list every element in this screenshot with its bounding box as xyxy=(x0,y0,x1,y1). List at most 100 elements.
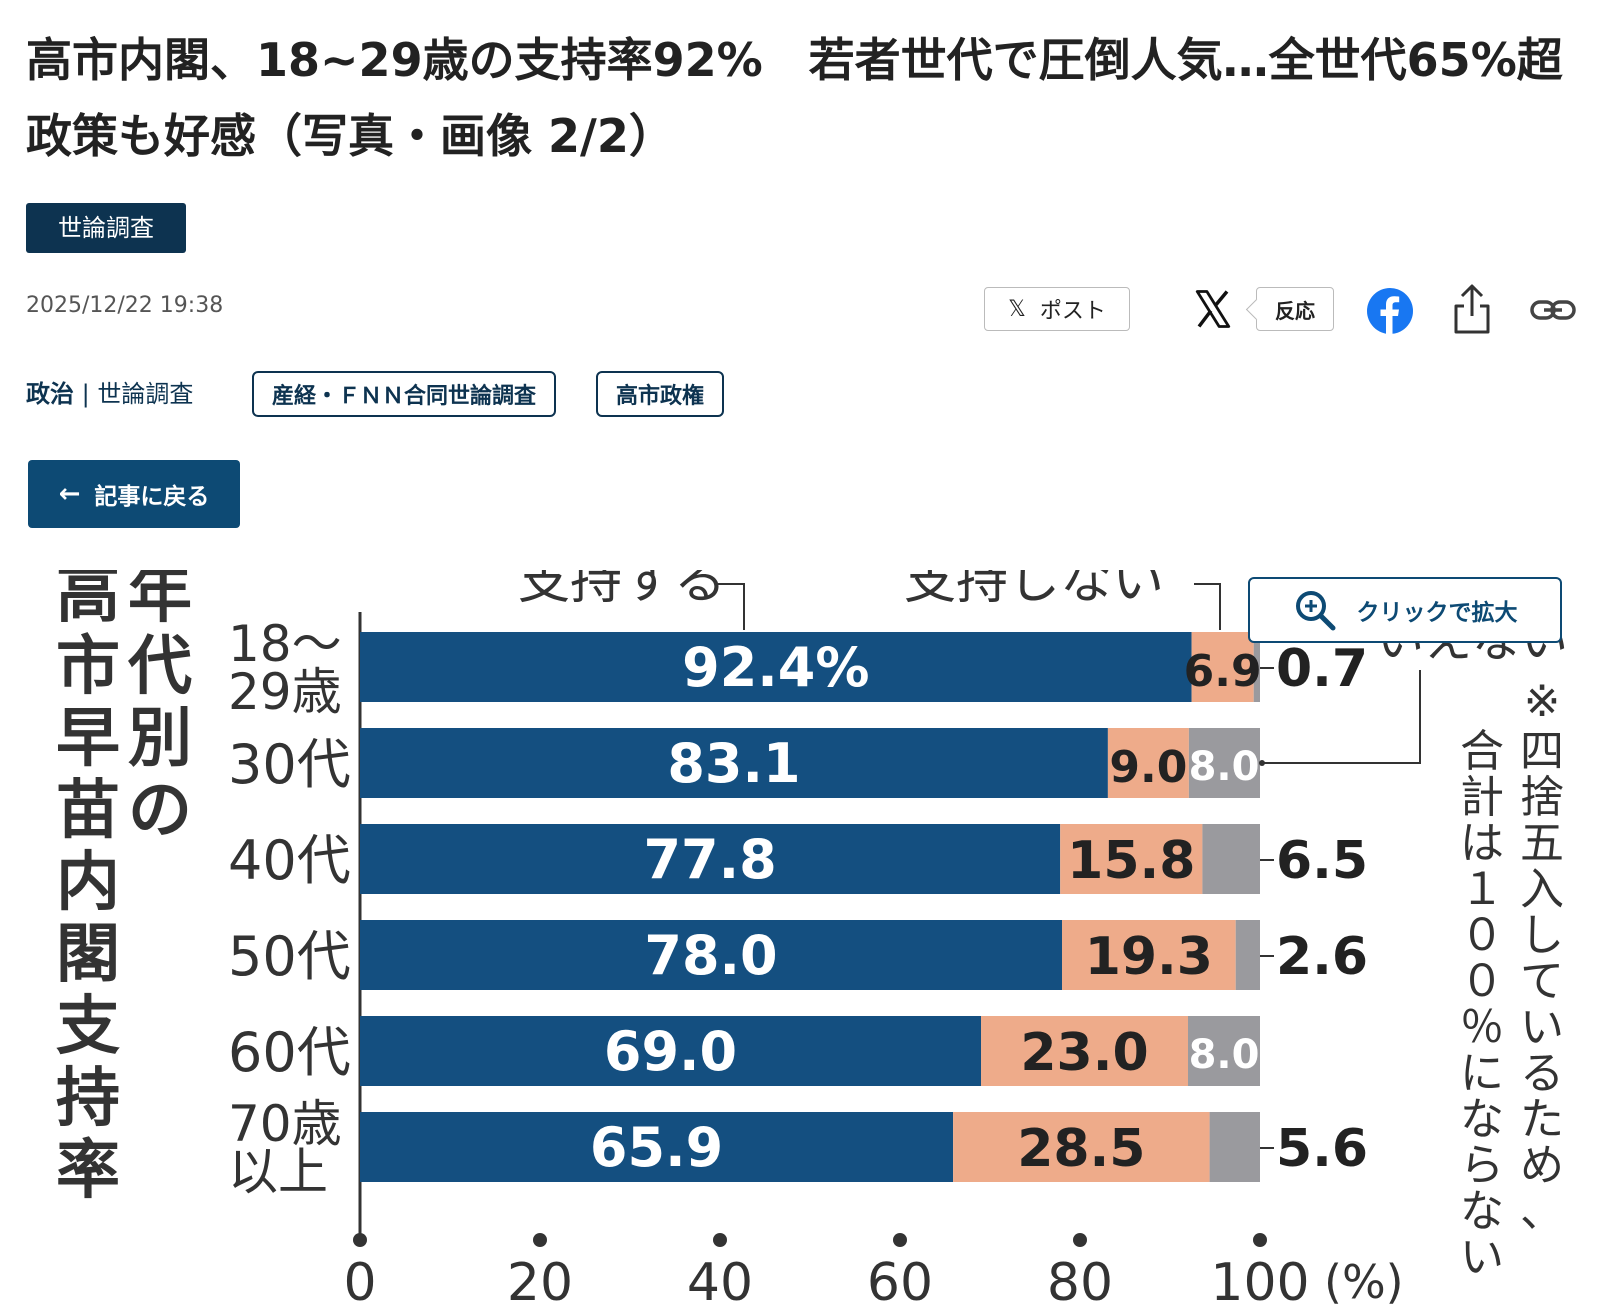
chart-title-char: 早 xyxy=(56,702,120,776)
chart-title-char: 苗 xyxy=(56,774,120,848)
chart-title-char: 市 xyxy=(56,630,120,704)
bar-segment-not-support xyxy=(1107,728,1189,798)
category-label: 60代 xyxy=(228,1021,351,1084)
note-char: は xyxy=(1460,818,1504,869)
category-main-link[interactable]: 政治 xyxy=(26,380,74,408)
value-label-unknown: 2.6 xyxy=(1276,927,1368,987)
value-label-unknown: 8.0 xyxy=(1189,744,1260,790)
publish-date: 2025/12/22 19:38 xyxy=(26,293,224,318)
bar-segment-unknown xyxy=(1188,728,1260,798)
bar-segment-not-support xyxy=(1191,632,1254,702)
note-char: 、 xyxy=(1520,1186,1564,1237)
legend-support: 支持する xyxy=(518,570,726,611)
note-char: な xyxy=(1460,1094,1504,1145)
x-logo-icon[interactable] xyxy=(1192,288,1234,330)
breadcrumb-separator: | xyxy=(81,380,90,408)
x-tick-dot xyxy=(713,1233,727,1247)
value-label-not-support: 6.9 xyxy=(1184,646,1262,697)
note-char: し xyxy=(1520,910,1564,961)
value-label-not-support: 19.3 xyxy=(1085,927,1213,987)
arrow-left-icon: ← xyxy=(58,479,81,509)
legend-leader-unknown xyxy=(1260,670,1421,764)
bar-segment-not-support xyxy=(981,1016,1188,1086)
value-label-support: 92.4% xyxy=(682,636,869,699)
bar-segment-unknown xyxy=(1202,824,1260,894)
share-icon[interactable] xyxy=(1452,282,1492,336)
value-label-unknown: 8.0 xyxy=(1189,1032,1260,1078)
category-label: 以上 xyxy=(228,1143,328,1201)
value-label-unknown: 0.7 xyxy=(1276,639,1368,699)
value-label-support: 65.9 xyxy=(590,1116,723,1179)
category-sub-link[interactable]: 世論調査 xyxy=(97,380,194,408)
facebook-icon[interactable] xyxy=(1366,287,1414,335)
x-tick-label: 0 xyxy=(343,1253,376,1310)
category-badge[interactable]: 世論調査 xyxy=(26,203,186,253)
bar-segment-support xyxy=(360,824,1061,894)
value-label-not-support: 15.8 xyxy=(1067,831,1195,891)
note-char: 合 xyxy=(1460,726,1504,777)
bar-segment-not-support xyxy=(953,1112,1210,1182)
note-char: 入 xyxy=(1520,864,1564,915)
note-char: 四 xyxy=(1520,726,1564,777)
note-char: 五 xyxy=(1520,818,1564,869)
bar-segment-support xyxy=(360,1016,981,1086)
bar-segment-unknown xyxy=(1209,1112,1260,1182)
legend-not-support: 支持しない xyxy=(904,570,1164,611)
note-char: ％ xyxy=(1460,1002,1504,1053)
chart-title-char: 年 xyxy=(128,570,192,632)
note-char: な xyxy=(1460,1186,1504,1237)
x-tick-label: 60 xyxy=(867,1253,933,1310)
value-label-support: 78.0 xyxy=(644,924,777,987)
legend-leader-dot xyxy=(1259,760,1265,766)
tag-fnn-poll[interactable]: 産経・ＦＮＮ合同世論調査 xyxy=(252,371,557,417)
chart-title-char: 閣 xyxy=(56,918,120,992)
link-icon[interactable] xyxy=(1530,294,1576,326)
back-to-article-button[interactable]: ← 記事に戻る xyxy=(28,460,240,528)
chart-title-char: 率 xyxy=(56,1134,120,1208)
category-label: 29歳 xyxy=(228,663,342,721)
x-post-label: ポスト xyxy=(1039,299,1106,324)
x-tick-dot xyxy=(533,1233,547,1247)
x-unit-label: (%) xyxy=(1324,1255,1404,1309)
reaction-button[interactable]: 反応 xyxy=(1256,287,1334,331)
note-char: た xyxy=(1520,1094,1564,1145)
value-label-support: 83.1 xyxy=(667,732,800,795)
zoom-in-icon xyxy=(1295,591,1335,631)
article-title: 高市内閣、18~29歳の支持率92% 若者世代で圧倒人気…全世代65%超 政策も… xyxy=(26,33,1609,163)
note-char: め xyxy=(1520,1140,1564,1191)
category-label: 40代 xyxy=(228,829,351,892)
value-label-support: 69.0 xyxy=(604,1020,737,1083)
chart-title-char: の xyxy=(128,774,192,848)
zoom-label: クリックで拡大 xyxy=(1356,600,1518,626)
note-char: １ xyxy=(1460,864,1504,915)
note-char: い xyxy=(1460,1232,1504,1283)
legend-leader-support xyxy=(718,583,745,630)
chart-title-char: 別 xyxy=(128,702,192,776)
note-char: て xyxy=(1520,956,1564,1007)
category-label: 30代 xyxy=(228,733,351,796)
x-post-button[interactable]: 𝕏 ポスト xyxy=(984,287,1130,331)
value-label-not-support: 28.5 xyxy=(1017,1119,1145,1179)
chart-title-char: 代 xyxy=(127,630,192,704)
reaction-label: 反応 xyxy=(1275,298,1315,323)
value-label-not-support: 9.0 xyxy=(1109,742,1187,793)
chart-title-char: 支 xyxy=(56,990,120,1064)
x-tick-dot xyxy=(1253,1233,1267,1247)
note-char: ０ xyxy=(1460,910,1504,961)
note-char: ０ xyxy=(1460,956,1504,1007)
note-char: い xyxy=(1520,1002,1564,1053)
value-label-support: 77.8 xyxy=(643,828,776,891)
chart-title-char: 持 xyxy=(56,1062,120,1136)
chart-title-char: 内 xyxy=(56,846,120,920)
note-char: る xyxy=(1520,1048,1564,1099)
chart-title-char: 高 xyxy=(56,570,120,632)
bar-segment-unknown xyxy=(1235,920,1260,990)
zoom-button[interactable]: クリックで拡大 xyxy=(1248,577,1562,643)
x-tick-label: 20 xyxy=(507,1253,573,1310)
x-tick-dot xyxy=(893,1233,907,1247)
breadcrumb: 政治 | 世論調査 xyxy=(26,374,193,409)
tag-takaichi[interactable]: 高市政権 xyxy=(596,371,725,417)
note-char: 計 xyxy=(1460,772,1504,823)
bar-segment-support xyxy=(360,632,1192,702)
